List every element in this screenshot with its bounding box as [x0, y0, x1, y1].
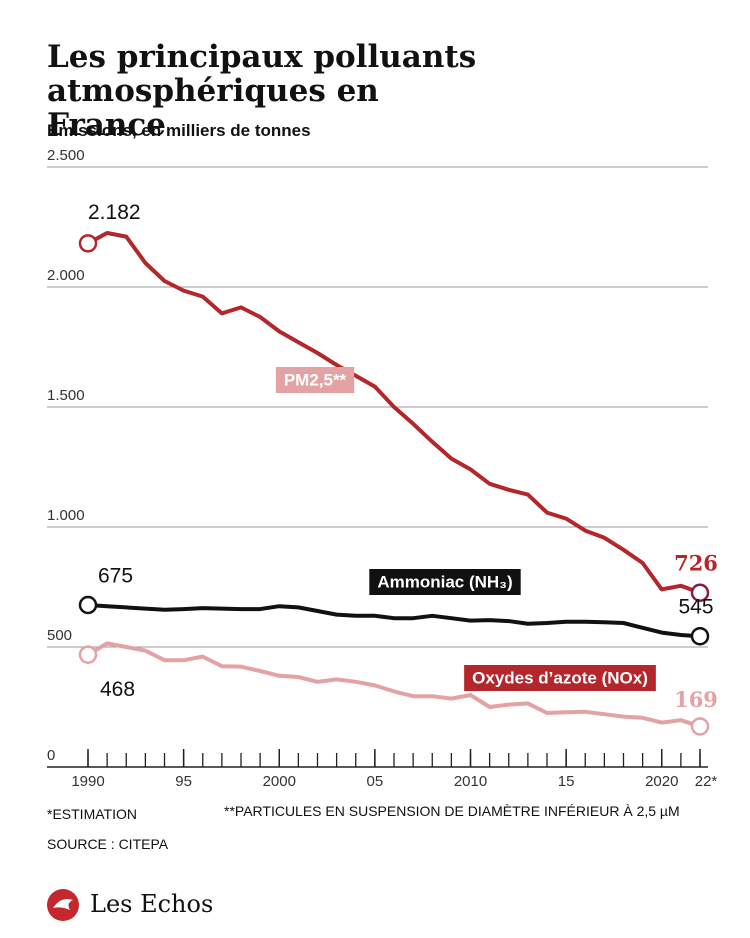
brand: Les Echos — [90, 890, 214, 918]
footnote: *ESTIMATION — [47, 806, 137, 822]
legend-label: PM2,5** — [284, 370, 347, 389]
x-tick-label: 2010 — [454, 773, 487, 790]
legend-label: Oxydes d’azote (NOx) — [472, 668, 648, 687]
value-label: 468 — [100, 678, 135, 701]
legend-item: PM2,5** — [275, 367, 355, 393]
legend-item: Ammoniac (NH₃) — [369, 569, 521, 595]
chart-title: Les principaux polluants atmosphériques … — [47, 39, 477, 143]
y-tick-label: 1.500 — [47, 387, 85, 404]
y-tick-label: 500 — [47, 627, 72, 644]
series-line — [87, 603, 701, 639]
value-label: 675 — [98, 565, 133, 588]
y-tick-label: 0 — [47, 747, 55, 764]
chart-subtitle: Emissions, en milliers de tonnes — [47, 121, 311, 140]
end-marker — [690, 583, 710, 603]
x-tick-label: 22* — [695, 773, 718, 790]
source: SOURCE : CITEPA — [47, 836, 169, 852]
value-label: 545 — [678, 596, 713, 619]
value-label: 2.182 — [88, 201, 141, 224]
x-tick-label: 1990 — [71, 773, 104, 790]
series-line — [86, 641, 701, 729]
end-marker — [78, 234, 98, 253]
series-line — [87, 231, 701, 595]
end-marker — [690, 626, 710, 646]
legend-box — [275, 367, 355, 393]
x-tick-label: 2020 — [645, 773, 678, 790]
footnote: **PARTICULES EN SUSPENSION DE DIAMÈTRE I… — [224, 803, 680, 819]
brand-logo — [47, 889, 79, 921]
x-tick-label: 05 — [367, 773, 384, 790]
y-tick-label: 2.000 — [47, 267, 85, 284]
legend-item: Oxydes d’azote (NOx) — [464, 665, 656, 691]
end-marker — [78, 645, 98, 664]
y-tick-label: 2.500 — [47, 147, 85, 164]
x-tick-label: 15 — [558, 773, 575, 790]
y-tick-label: 1.000 — [47, 507, 85, 524]
value-label: 726 — [674, 550, 718, 575]
value-label: 169 — [674, 687, 718, 712]
end-marker — [78, 595, 98, 615]
x-tick-label: 2000 — [263, 773, 296, 790]
legend-label: Ammoniac (NH₃) — [377, 572, 512, 591]
legend-box — [369, 569, 521, 595]
end-marker — [690, 717, 710, 736]
x-tick-label: 95 — [175, 773, 192, 790]
legend-box — [464, 665, 656, 691]
